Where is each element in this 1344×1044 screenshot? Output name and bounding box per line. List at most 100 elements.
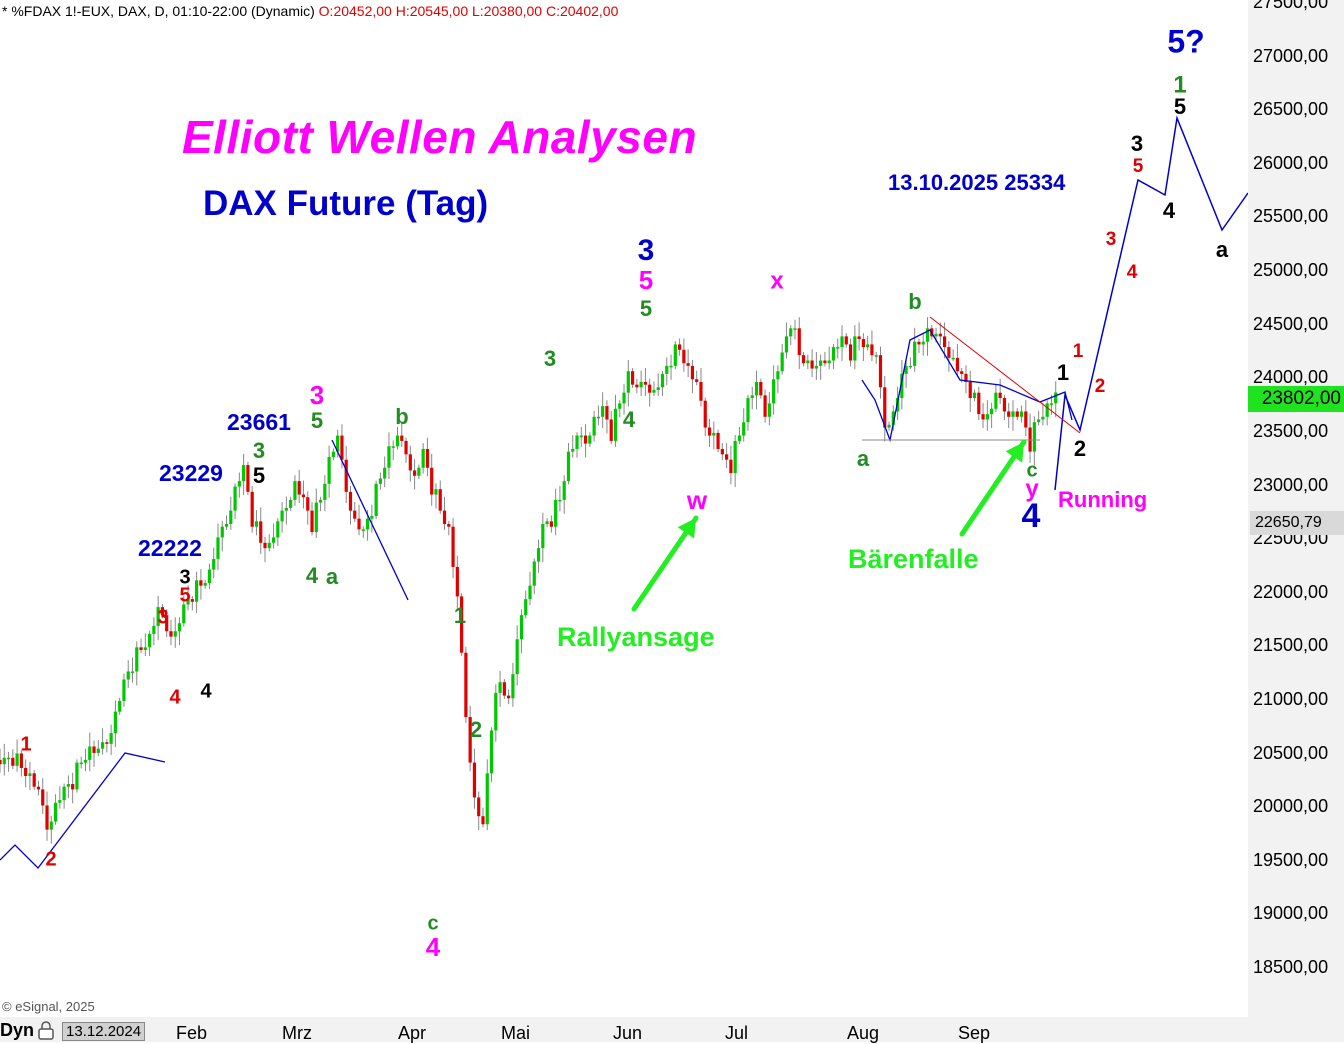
candle [844,333,848,348]
candle [1045,400,1049,426]
wave-label: c [1026,459,1037,481]
candle [28,762,32,790]
candle [566,443,571,485]
wave-label: 5 [179,584,190,606]
candle [639,370,643,396]
dynamic-mode-label[interactable]: Dyn [0,1020,35,1040]
candle [883,376,887,442]
candle [250,485,254,533]
candle [665,357,669,386]
candle [1054,381,1058,418]
wave-label: 3 [1131,131,1143,156]
candle [720,443,724,461]
candle [105,739,109,753]
candle [652,381,656,396]
price-tick-label: 24500,00 [1253,313,1329,334]
candle [442,496,447,530]
wave-label: 4 [169,686,181,708]
candle [746,394,750,431]
candle [165,609,169,638]
candle [558,485,562,512]
wave-label: 4 [306,563,319,588]
candle [331,448,335,461]
candle [840,325,844,362]
candle [293,475,297,506]
candle [24,759,28,788]
candle [733,435,737,488]
candle [477,791,481,831]
candle [981,402,985,429]
candle [370,504,374,533]
candle [690,359,695,394]
price-tick-label: 20000,00 [1253,796,1329,817]
candle [712,421,716,450]
month-tick-label: Sep [958,1023,991,1043]
candle [725,443,729,469]
triangle-upper-trendline [929,316,1081,434]
candle [6,751,11,772]
candle [951,349,955,362]
month-tick-label: Jun [613,1023,643,1043]
candle [874,351,878,364]
wave-label: 2 [1074,436,1086,461]
wave-label: 1 [20,733,31,755]
month-tick-label: Aug [847,1023,880,1043]
candle [707,418,712,447]
wave-label: 5? [1167,23,1204,59]
wave-label: 4 [1127,262,1138,283]
wave-label: 5 [640,296,652,321]
candle [2,743,6,776]
wave-label: a [857,446,870,471]
candle [71,772,75,804]
wave-label: 5 [311,408,323,433]
candle [75,759,79,793]
candle [481,807,485,828]
candle [1037,410,1041,426]
note-rallyansage: Rallyansage [557,622,715,652]
lock-icon[interactable] [36,1020,56,1040]
candle [900,359,904,410]
candle [583,424,588,458]
candle [887,421,891,431]
candle [797,317,801,370]
candle [417,464,421,479]
candle [212,547,216,579]
chart-title: Elliott Wellen Analysen [182,111,698,163]
month-tick-label: Apr [398,1023,427,1043]
candle [776,365,780,394]
start-date-box[interactable]: 13.12.2024 [62,1022,146,1041]
candle [395,426,400,450]
candle [990,402,994,429]
candle [630,368,635,388]
candle [968,370,972,412]
candle [314,488,318,538]
wave-label: 4 [623,407,636,432]
wave-label: 3 [157,606,168,628]
candle [729,445,733,485]
candle [348,485,353,525]
candle [601,392,605,429]
time-axis[interactable] [0,1017,1248,1042]
candle [233,483,237,520]
wave-path-correction [331,439,409,601]
wave-label: y [1025,475,1039,502]
candle [1015,408,1019,421]
price-tick-label: 23000,00 [1253,474,1329,495]
candle [464,646,468,723]
candle [297,469,301,504]
candle [515,625,519,686]
wave-lines-layer [0,115,1249,869]
wave-label: 4 [426,932,441,962]
wave-label: 1 [1057,360,1069,385]
price-tick-label: 27000,00 [1253,45,1329,66]
candle [998,378,1002,404]
candle [434,483,438,509]
candle [605,400,609,434]
candle [271,523,276,549]
candle [58,786,62,809]
candle [955,343,960,378]
wave-label: 1 [1173,71,1186,98]
candle [173,617,177,648]
